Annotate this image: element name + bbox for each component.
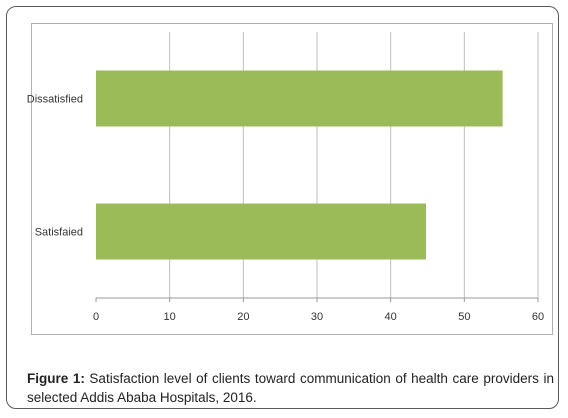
x-tick-label-20: 20 [237,311,249,323]
x-tick-label-0: 0 [93,311,99,323]
x-tick-label-50: 50 [458,311,470,323]
figure-caption: Figure 1: Satisfaction level of clients … [27,369,554,407]
x-tick-label-60: 60 [532,311,544,323]
x-tick-label-30: 30 [311,311,323,323]
category-label-dissatisfied: Dissatisfied [27,94,83,106]
bar-dissatisfied [96,70,503,127]
x-tick-label-40: 40 [385,311,397,323]
bar-satisfaied [96,203,427,260]
caption-label: Figure 1: [27,371,85,386]
caption-text: Satisfaction level of clients toward com… [27,371,554,405]
x-tick-label-10: 10 [164,311,176,323]
category-label-satisfaied: Satisfaied [35,227,83,239]
